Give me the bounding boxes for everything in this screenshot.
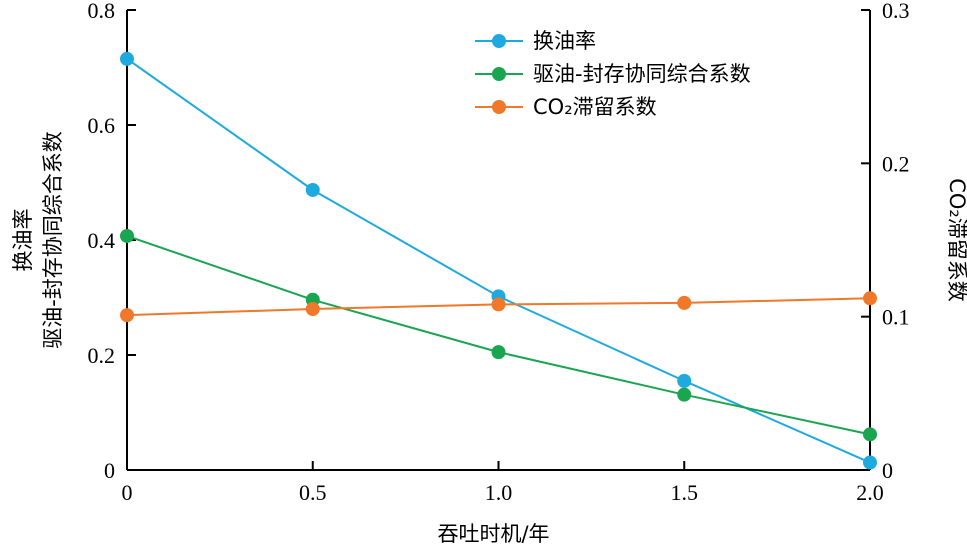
series-layer <box>120 51 877 470</box>
y-right-tick-label: 0 <box>882 458 893 483</box>
x-tick-label: 1.0 <box>485 480 513 505</box>
legend-swatch-marker <box>492 34 506 48</box>
legend-label: 换油率 <box>533 29 596 53</box>
series-point <box>120 228 134 243</box>
x-tick-label: 0.5 <box>299 480 327 505</box>
x-axis-title: 吞吐时机/年 <box>437 522 549 546</box>
series-line <box>126 235 871 436</box>
series-0 <box>120 51 877 470</box>
series-point <box>863 455 877 470</box>
legend-swatch-marker <box>492 100 506 114</box>
series-point <box>863 291 877 306</box>
y-left-tick-label: 0.6 <box>88 113 116 138</box>
series-1 <box>120 228 877 442</box>
y-left-tick-label: 0.2 <box>88 343 116 368</box>
series-point <box>677 387 692 402</box>
y-axis-left-title: 换油率 <box>11 209 35 272</box>
y-axis-right-title: CO₂滞留系数 <box>945 178 967 302</box>
series-point <box>677 373 692 388</box>
x-tick-label: 2.0 <box>856 480 884 505</box>
y-left-tick-label: 0.8 <box>88 0 116 23</box>
y-right-tick-label: 0.3 <box>882 0 910 23</box>
y-left-tick-label: 0.4 <box>88 228 116 253</box>
series-2 <box>120 291 877 323</box>
series-point <box>305 302 320 316</box>
series-point <box>120 308 134 323</box>
x-tick-label: 0 <box>122 480 133 505</box>
y-left-tick-label: 0 <box>104 458 115 483</box>
legend-label: CO₂滞留系数 <box>533 95 657 119</box>
series-point <box>491 297 506 312</box>
series-point <box>120 51 134 66</box>
y-right-tick-label: 0.1 <box>882 305 910 330</box>
series-point <box>491 345 506 360</box>
series-point <box>677 295 692 310</box>
y-axis-left-title: 驱油-封存协同综合系数 <box>41 131 65 349</box>
axis-titles: 吞吐时机/年 换油率 驱油-封存协同综合系数 CO₂滞留系数 <box>11 131 967 546</box>
x-tick-label: 1.5 <box>671 480 699 505</box>
axes: 0 0.5 1.0 1.5 2.000.20.40.60.800.10.20.3 <box>88 0 910 505</box>
legend-swatch-marker <box>492 67 506 81</box>
series-point <box>305 182 320 197</box>
series-line <box>126 58 871 464</box>
y-right-tick-label: 0.2 <box>882 151 910 176</box>
legend-label: 驱油-封存协同综合系数 <box>533 62 751 86</box>
series-point <box>863 427 877 442</box>
